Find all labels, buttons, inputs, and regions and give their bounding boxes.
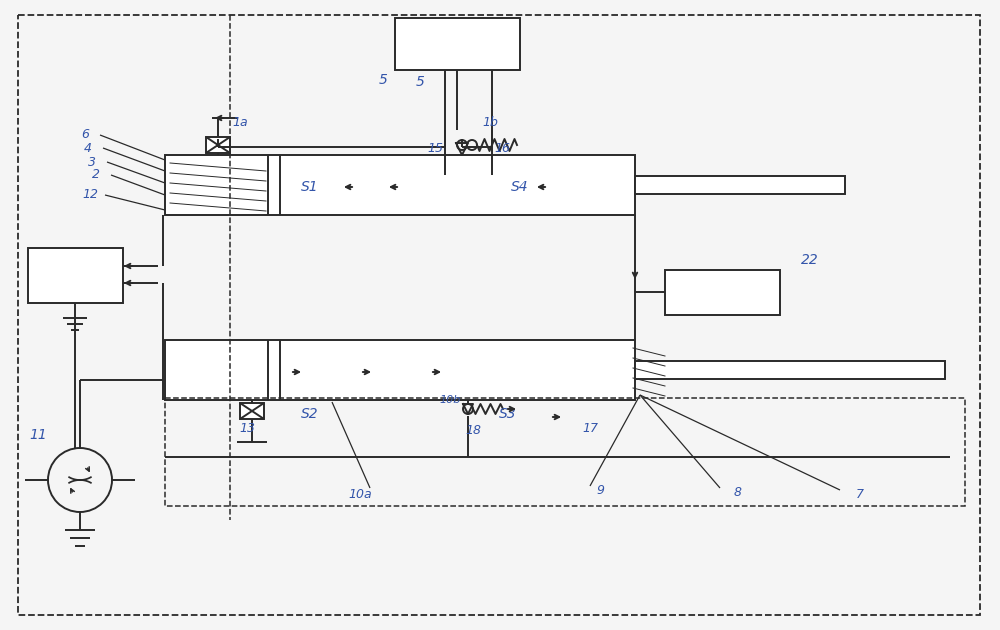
Text: 16: 16	[494, 142, 510, 154]
Text: 1b: 1b	[482, 117, 498, 130]
Text: 5: 5	[416, 75, 424, 89]
Bar	[395, 18, 520, 70]
Text: 6: 6	[81, 129, 89, 142]
Text: 2: 2	[92, 168, 100, 181]
Bar	[635, 176, 845, 194]
Bar	[165, 340, 635, 400]
Text: 11: 11	[29, 428, 47, 442]
Text: 5: 5	[379, 73, 387, 87]
Text: 15: 15	[427, 142, 443, 154]
Text: S1: S1	[301, 180, 319, 194]
Text: S4: S4	[511, 180, 529, 194]
Text: S3: S3	[499, 407, 517, 421]
Bar	[165, 155, 635, 215]
Text: 22: 22	[801, 253, 819, 267]
Text: 1a: 1a	[232, 117, 248, 130]
Text: 8: 8	[734, 486, 742, 500]
Text: 7: 7	[856, 488, 864, 501]
Bar	[665, 270, 780, 315]
Text: 9: 9	[596, 483, 604, 496]
Bar	[165, 398, 965, 506]
Text: 4: 4	[84, 142, 92, 154]
Bar	[28, 248, 123, 303]
Text: 17: 17	[582, 421, 598, 435]
Text: 12: 12	[82, 188, 98, 202]
Text: 10b: 10b	[439, 395, 461, 405]
Bar	[240, 403, 264, 419]
Text: 3: 3	[88, 156, 96, 168]
Text: 10a: 10a	[348, 488, 372, 501]
Text: S2: S2	[301, 407, 319, 421]
Bar	[635, 361, 945, 379]
Bar	[206, 137, 230, 153]
Text: 18: 18	[465, 423, 481, 437]
Text: 13: 13	[239, 423, 255, 435]
